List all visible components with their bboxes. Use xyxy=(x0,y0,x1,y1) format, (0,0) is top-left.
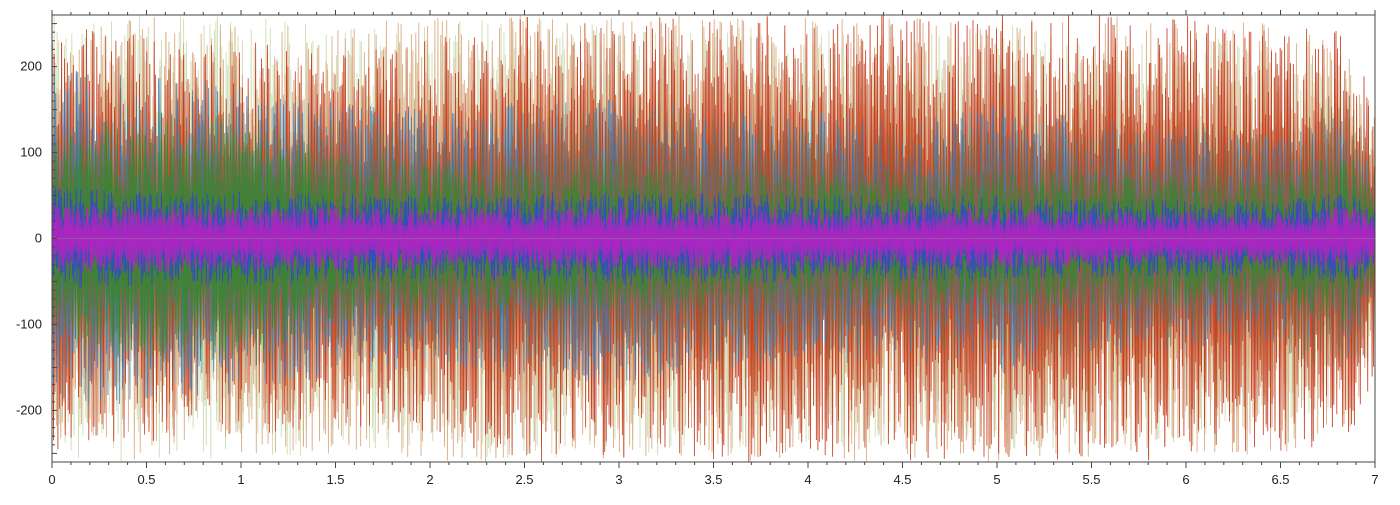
x-tick-label: 0.5 xyxy=(137,472,155,487)
x-tick-label: 5.5 xyxy=(1082,472,1100,487)
x-tick-label: 5 xyxy=(993,472,1000,487)
x-tick-label: 7 xyxy=(1371,472,1378,487)
x-tick-label: 6.5 xyxy=(1271,472,1289,487)
y-tick-label: 0 xyxy=(35,231,42,246)
series-line-5 xyxy=(52,111,1375,363)
series-line-6 xyxy=(52,188,1375,290)
x-tick-label: 6 xyxy=(1182,472,1189,487)
y-tick-label: -200 xyxy=(16,402,42,417)
series-layer xyxy=(52,15,1375,462)
x-tick-label: 3 xyxy=(615,472,622,487)
x-tick-label: 4.5 xyxy=(893,472,911,487)
x-tick-label: 0 xyxy=(48,472,55,487)
x-tick-label: 2 xyxy=(426,472,433,487)
y-tick-label: 200 xyxy=(20,59,42,74)
x-tick-label: 2.5 xyxy=(515,472,533,487)
x-tick-label: 3.5 xyxy=(704,472,722,487)
x-tick-label: 4 xyxy=(804,472,811,487)
axes-layer: 0 0.5 1 1.5 2 2.5 3 3.5 4 4.5 5 5.5 6 6.5 7 200 100 0 -100… xyxy=(16,10,1379,487)
x-tick-label: 1 xyxy=(237,472,244,487)
series-line-7 xyxy=(52,204,1375,273)
y-tick-label: -100 xyxy=(16,316,42,331)
y-tick-label: 100 xyxy=(20,145,42,160)
x-tick-label: 1.5 xyxy=(326,472,344,487)
